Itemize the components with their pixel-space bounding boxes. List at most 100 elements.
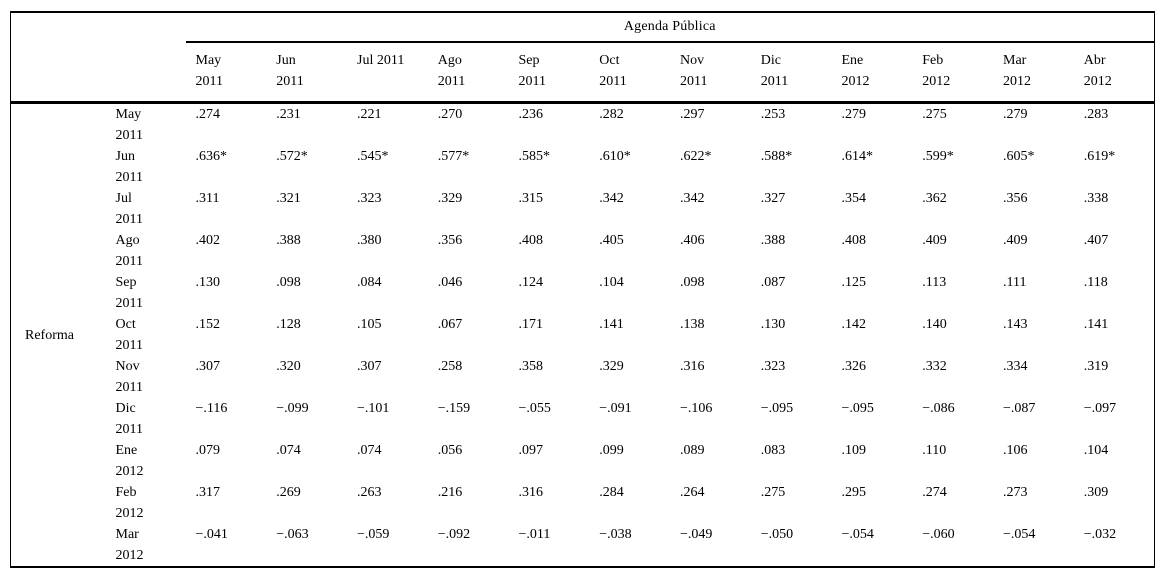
column-header-line2: 2011 — [599, 74, 627, 89]
row-header-line2: 2012 — [115, 548, 144, 563]
data-cell: −.050 — [760, 527, 794, 542]
data-cell: .105 — [357, 317, 382, 332]
data-cell: .279 — [1003, 107, 1028, 122]
data-cell: −.011 — [518, 527, 551, 542]
data-cell: −.055 — [518, 401, 551, 416]
table-row: Nov 2011 .307 .320 .307 .258 .358 .329 .316 .323.… — [11, 356, 1155, 398]
data-cell: .089 — [680, 443, 705, 458]
row-header-line1: Nov — [115, 359, 140, 374]
data-cell: .356 — [437, 233, 463, 248]
data-cell: .279 — [841, 107, 867, 122]
column-header-line2: 2012 — [841, 74, 870, 89]
data-cell: .409 — [1003, 233, 1028, 248]
data-cell: .141 — [1083, 317, 1109, 332]
data-cell: −.099 — [276, 401, 309, 416]
row-header: Ene 2012 — [106, 440, 186, 482]
data-cell: .329 — [437, 191, 463, 206]
data-cell: .307 — [195, 359, 221, 374]
data-cell: .087 — [760, 275, 786, 290]
data-cell: .316 — [680, 359, 705, 374]
data-cell: .329 — [599, 359, 624, 374]
column-header: Abr 2012 — [1073, 42, 1155, 104]
data-cell: .323 — [760, 359, 786, 374]
column-header: Nov 2011 — [670, 42, 751, 104]
data-cell: .610* — [599, 149, 631, 164]
data-cell: .307 — [357, 359, 382, 374]
row-header-line2: 2012 — [115, 506, 144, 521]
data-cell: .323 — [357, 191, 382, 206]
row-header-line1: Dic — [115, 401, 136, 416]
data-cell: .231 — [276, 107, 301, 122]
column-header: Oct 2011 — [589, 42, 670, 104]
column-header-line1: Oct — [599, 53, 620, 68]
row-header-line1: Ago — [115, 233, 140, 248]
row-header-line2: 2011 — [115, 170, 143, 185]
column-header-line2: 2011 — [680, 74, 708, 89]
data-cell: .408 — [518, 233, 544, 248]
data-cell: −.101 — [357, 401, 390, 416]
data-cell: .143 — [1003, 317, 1028, 332]
row-header-line1: Sep — [115, 275, 137, 290]
data-cell: .079 — [195, 443, 221, 458]
data-cell: .402 — [195, 233, 221, 248]
column-header-line2: 2012 — [1083, 74, 1112, 89]
row-header-line1: Mar — [115, 527, 139, 542]
data-cell: .113 — [922, 275, 947, 290]
table-row: Ago 2011 .402 .388 .380 .356 .408 .405 .406 .388.… — [11, 230, 1155, 272]
data-cell: .380 — [357, 233, 382, 248]
column-header-line1: May — [195, 53, 222, 68]
row-header-line2: 2011 — [115, 254, 143, 269]
row-header-line2: 2011 — [115, 338, 143, 353]
data-cell: .274 — [195, 107, 221, 122]
data-cell: .264 — [680, 485, 705, 500]
data-cell: .327 — [760, 191, 786, 206]
correlation-table: Agenda Pública May 2011 Jun 2011 Jul 2011 Ago… — [10, 11, 1155, 568]
column-header-line1: Mar — [1003, 53, 1027, 68]
row-header: Oct 2011 — [106, 314, 186, 356]
data-cell: −.063 — [276, 527, 309, 542]
data-cell: .046 — [437, 275, 463, 290]
data-cell: .074 — [357, 443, 382, 458]
column-header-line1: Jun — [276, 53, 296, 68]
data-cell: .283 — [1083, 107, 1109, 122]
data-cell: .124 — [518, 275, 544, 290]
column-header-line2: 2011 — [276, 74, 304, 89]
row-header-line2: 2011 — [115, 212, 143, 227]
table-row: Ene 2012 .079 .074 .074 .056 .097 .099 .089 .083.… — [11, 440, 1155, 482]
row-header: Feb 2012 — [106, 482, 186, 524]
data-cell: −.087 — [1003, 401, 1036, 416]
data-cell: .270 — [437, 107, 463, 122]
row-header-line2: 2011 — [115, 296, 143, 311]
data-cell: .275 — [760, 485, 786, 500]
column-header-line2: 2012 — [922, 74, 951, 89]
data-cell: .083 — [760, 443, 786, 458]
data-cell: .406 — [680, 233, 705, 248]
column-header: Ene 2012 — [831, 42, 913, 104]
data-cell: −.097 — [1083, 401, 1117, 416]
column-header-line2: 2011 — [760, 74, 789, 89]
data-cell: .221 — [357, 107, 382, 122]
row-header-line1: Ene — [115, 443, 138, 458]
data-cell: .332 — [922, 359, 947, 374]
row-header: Mar 2012 — [106, 524, 186, 567]
data-cell: .321 — [276, 191, 301, 206]
table-row: Jun 2011 .636* .572* .545* .577* .585* .610* .62… — [11, 146, 1155, 188]
data-cell: −.159 — [437, 401, 471, 416]
column-header-line2: 2011 — [195, 74, 223, 89]
row-header: Jul 2011 — [106, 188, 186, 230]
data-cell: .315 — [518, 191, 544, 206]
data-cell: .236 — [518, 107, 544, 122]
row-header-line1: May — [115, 107, 142, 122]
data-cell: .338 — [1083, 191, 1109, 206]
data-cell: .295 — [841, 485, 867, 500]
data-cell: .216 — [437, 485, 463, 500]
data-cell: .311 — [195, 191, 220, 206]
data-cell: .098 — [276, 275, 301, 290]
column-header-line2: 2011 — [518, 74, 546, 89]
row-header: Dic 2011 — [106, 398, 186, 440]
table-row: Reforma May 2011 .274 .231 .221 .270 .236 .282 .2… — [11, 103, 1155, 343]
header-blank-cell — [10, 42, 186, 104]
data-cell: .067 — [437, 317, 463, 332]
row-header-line1: Jul — [115, 191, 132, 206]
data-cell: .118 — [1083, 275, 1108, 290]
